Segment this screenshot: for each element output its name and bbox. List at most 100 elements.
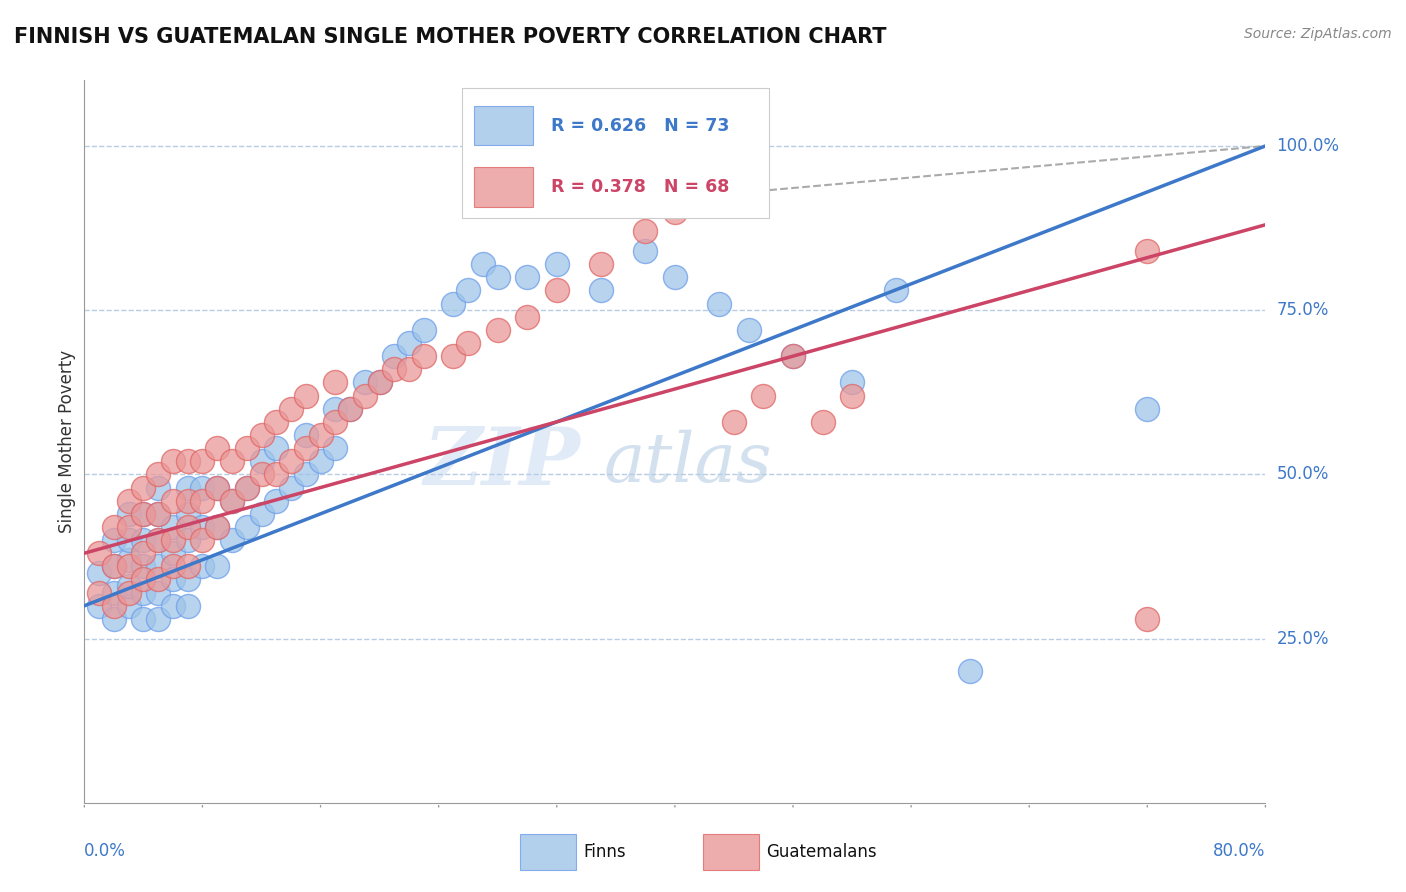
FancyBboxPatch shape	[474, 105, 533, 145]
Point	[664, 270, 686, 285]
Point	[162, 533, 184, 547]
Point	[811, 415, 834, 429]
Point	[309, 454, 332, 468]
Point	[266, 441, 288, 455]
Point	[752, 388, 775, 402]
Point	[841, 388, 863, 402]
Point	[162, 520, 184, 534]
Point	[354, 376, 377, 390]
Point	[782, 349, 804, 363]
Point	[398, 362, 420, 376]
Point	[148, 612, 170, 626]
Point	[309, 428, 332, 442]
Point	[709, 296, 731, 310]
Point	[148, 585, 170, 599]
Point	[162, 454, 184, 468]
Point	[1136, 401, 1159, 416]
Point	[191, 454, 214, 468]
Point	[443, 296, 465, 310]
Point	[87, 585, 111, 599]
Point	[221, 454, 243, 468]
Point	[546, 284, 568, 298]
Point	[250, 454, 273, 468]
Point	[723, 415, 745, 429]
Point	[207, 481, 229, 495]
Point	[103, 559, 125, 574]
Point	[221, 493, 243, 508]
Text: 100.0%: 100.0%	[1277, 137, 1340, 155]
Point	[634, 224, 657, 238]
Point	[191, 533, 214, 547]
Point	[148, 507, 170, 521]
Point	[250, 507, 273, 521]
Point	[325, 401, 347, 416]
Point	[177, 454, 200, 468]
Text: 25.0%: 25.0%	[1277, 630, 1329, 648]
Point	[591, 284, 613, 298]
Point	[177, 559, 200, 574]
Point	[162, 559, 184, 574]
Point	[132, 507, 155, 521]
Point	[236, 520, 259, 534]
Point	[457, 284, 479, 298]
Point	[118, 493, 141, 508]
Point	[516, 270, 538, 285]
Point	[177, 573, 200, 587]
Point	[413, 323, 436, 337]
Point	[841, 376, 863, 390]
Point	[207, 520, 229, 534]
Point	[118, 585, 141, 599]
Point	[693, 192, 716, 206]
Point	[516, 310, 538, 324]
Point	[413, 349, 436, 363]
Point	[339, 401, 361, 416]
Point	[177, 533, 200, 547]
Text: R = 0.626   N = 73: R = 0.626 N = 73	[551, 117, 730, 135]
Text: atlas: atlas	[605, 430, 772, 497]
Point	[207, 441, 229, 455]
Point	[339, 401, 361, 416]
Point	[118, 507, 141, 521]
Point	[132, 507, 155, 521]
Point	[486, 270, 509, 285]
Point	[177, 493, 200, 508]
Point	[207, 520, 229, 534]
Point	[634, 244, 657, 258]
Point	[148, 533, 170, 547]
Point	[236, 441, 259, 455]
Point	[132, 533, 155, 547]
Point	[162, 573, 184, 587]
Text: 75.0%: 75.0%	[1277, 301, 1329, 319]
Point	[207, 559, 229, 574]
Point	[382, 349, 406, 363]
Point	[325, 376, 347, 390]
Point	[148, 559, 170, 574]
Point	[207, 481, 229, 495]
Point	[148, 481, 170, 495]
Point	[295, 388, 318, 402]
Point	[221, 493, 243, 508]
Point	[472, 257, 495, 271]
Point	[295, 428, 318, 442]
Point	[103, 520, 125, 534]
Point	[546, 257, 568, 271]
Text: Source: ZipAtlas.com: Source: ZipAtlas.com	[1244, 27, 1392, 41]
Point	[250, 467, 273, 482]
Point	[280, 481, 302, 495]
Point	[280, 454, 302, 468]
Point	[782, 349, 804, 363]
Y-axis label: Single Mother Poverty: Single Mother Poverty	[58, 350, 76, 533]
Text: 80.0%: 80.0%	[1213, 842, 1265, 860]
Point	[118, 579, 141, 593]
Point	[325, 441, 347, 455]
Point	[177, 507, 200, 521]
Point	[132, 481, 155, 495]
Point	[87, 599, 111, 613]
Text: R = 0.378   N = 68: R = 0.378 N = 68	[551, 178, 730, 196]
Point	[457, 336, 479, 351]
Point	[103, 585, 125, 599]
Point	[191, 559, 214, 574]
Point	[118, 533, 141, 547]
Point	[132, 573, 155, 587]
Point	[250, 428, 273, 442]
